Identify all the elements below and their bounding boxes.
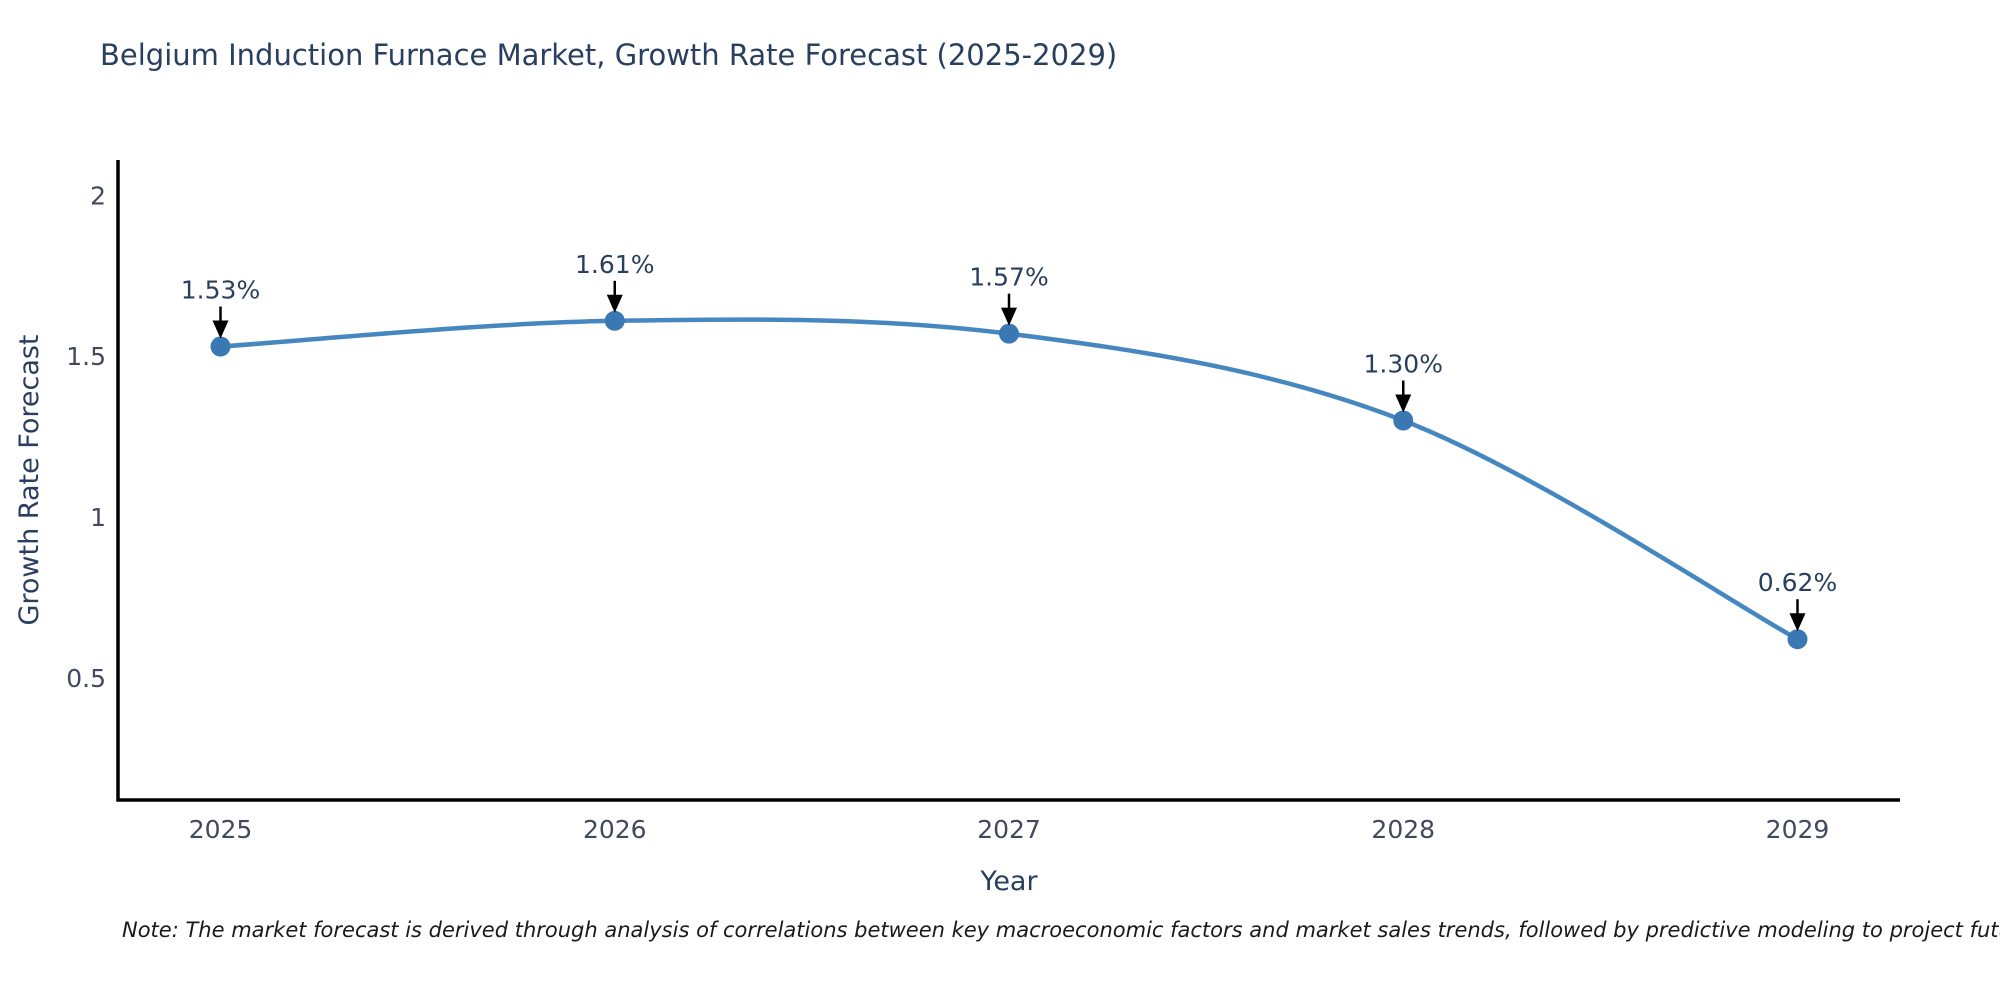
x-tick-label: 2025 bbox=[189, 815, 253, 844]
data-point-marker bbox=[999, 323, 1019, 344]
forecast-line bbox=[220, 317, 1799, 642]
y-tick-label: 1.5 bbox=[66, 342, 106, 371]
point-value-label: 1.57% bbox=[969, 263, 1048, 292]
annotation-arrow-head bbox=[212, 320, 229, 339]
x-tick-label: 2028 bbox=[1371, 815, 1435, 844]
data-point-marker bbox=[1787, 629, 1808, 650]
footnote-text: Note: The market forecast is derived thr… bbox=[122, 918, 2000, 942]
y-tick-label: 0.5 bbox=[66, 664, 106, 693]
x-tick-label: 2029 bbox=[1766, 815, 1830, 844]
x-tick-label: 2026 bbox=[583, 815, 647, 844]
x-tick-label: 2027 bbox=[977, 815, 1041, 844]
chart-title: Belgium Induction Furnace Market, Growth… bbox=[100, 38, 1118, 72]
axis-lines bbox=[116, 160, 1900, 802]
point-value-label: 1.61% bbox=[575, 250, 654, 279]
y-axis-title: Growth Rate Forecast bbox=[14, 334, 45, 625]
annotation-arrow-head bbox=[1395, 394, 1412, 413]
data-point-marker bbox=[210, 336, 231, 357]
annotation-arrow-head bbox=[1001, 307, 1017, 326]
point-value-label: 0.62% bbox=[1758, 568, 1837, 597]
data-point-marker bbox=[1393, 410, 1414, 431]
point-value-label: 1.53% bbox=[181, 276, 260, 305]
y-tick-label: 1 bbox=[90, 503, 106, 532]
annotation-arrow-head bbox=[1789, 613, 1806, 632]
annotation-arrow-head bbox=[606, 294, 623, 313]
data-point-marker bbox=[604, 310, 625, 331]
x-axis-title: Year bbox=[979, 866, 1038, 897]
y-tick-label: 2 bbox=[90, 181, 106, 210]
point-value-label: 1.30% bbox=[1364, 350, 1443, 379]
